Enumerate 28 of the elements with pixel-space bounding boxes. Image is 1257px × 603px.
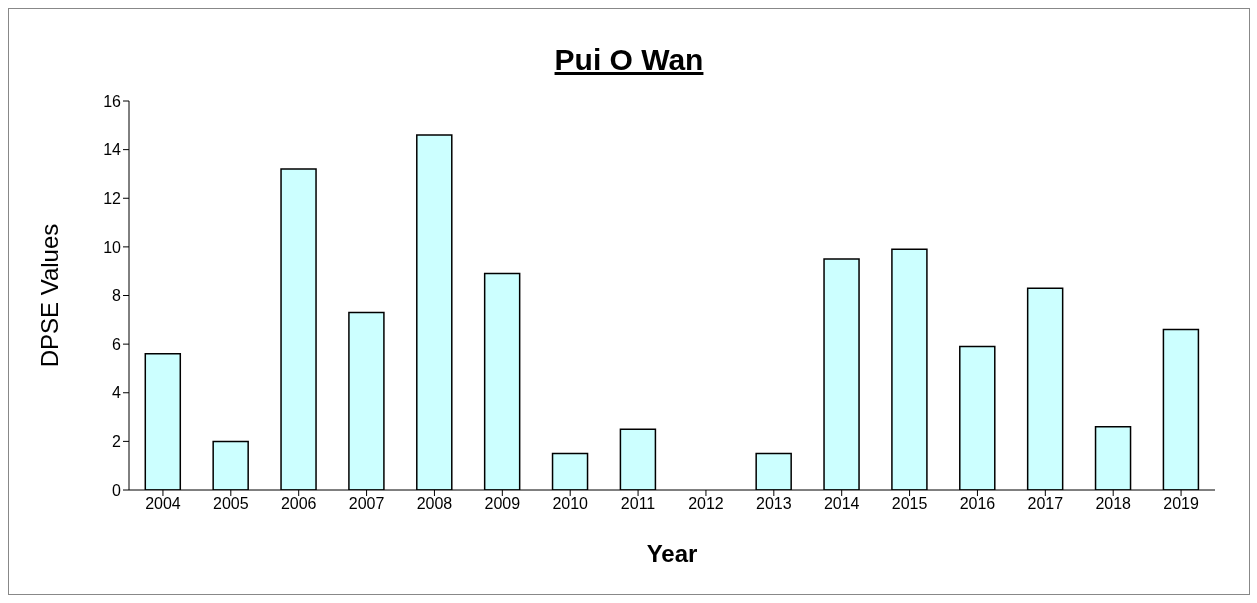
- x-tick-label: 2008: [416, 495, 453, 513]
- x-tick-label: 2006: [280, 495, 317, 513]
- x-tick-label: 2011: [620, 495, 656, 513]
- x-tick-label: 2017: [1027, 495, 1064, 513]
- x-tick-label: 2016: [959, 495, 996, 513]
- x-axis-title: Year: [646, 540, 698, 567]
- y-tick-label: 0: [112, 481, 122, 499]
- x-tick-label: 2015: [891, 495, 928, 513]
- x-tick-label: 2014: [823, 495, 860, 513]
- x-tick-label: 2019: [1163, 495, 1199, 513]
- x-tick-label: 2012: [688, 495, 724, 513]
- x-tick-label: 2009: [484, 495, 521, 513]
- y-tick-label: 6: [112, 335, 122, 353]
- x-tick-label: 2010: [552, 495, 589, 513]
- y-axis-title: DPSE Values: [35, 223, 63, 368]
- chart-title: Pui O Wan: [553, 43, 705, 77]
- y-tick-label: 2: [112, 433, 122, 451]
- y-tick-label: 8: [112, 287, 122, 305]
- x-tick-label: 2004: [145, 495, 181, 513]
- y-tick-label: 10: [103, 238, 122, 256]
- x-tick-label: 2013: [756, 495, 792, 513]
- y-tick-label: 16: [103, 92, 122, 110]
- y-tick-label: 4: [112, 384, 122, 402]
- x-tick-label: 2007: [348, 495, 385, 513]
- y-tick-label: 12: [103, 189, 122, 207]
- y-tick-label: 14: [103, 141, 122, 159]
- x-tick-label: 2005: [213, 495, 249, 513]
- x-tick-label: 2018: [1095, 495, 1132, 513]
